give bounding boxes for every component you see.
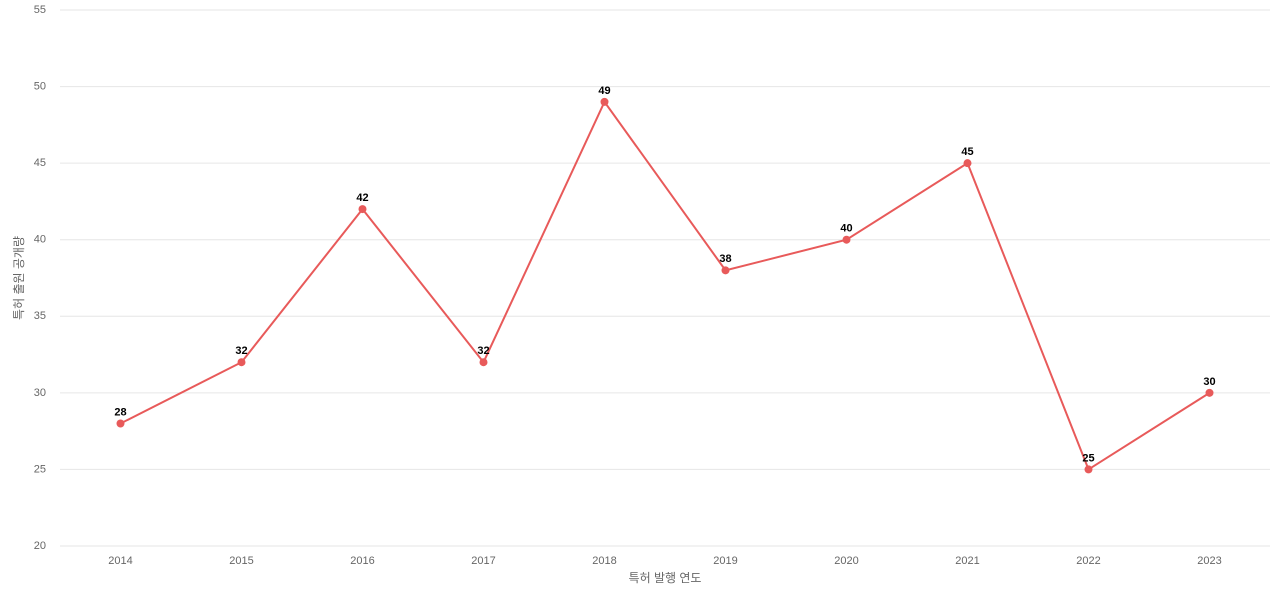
point — [721, 266, 730, 275]
y-axis-title: 특허 출원 공개량 — [12, 236, 26, 320]
y-tick-label: 45 — [34, 157, 46, 169]
x-tick-label: 2021 — [955, 555, 979, 567]
data-label: 42 — [356, 192, 368, 204]
y-tick-label: 30 — [34, 387, 46, 399]
data-label: 38 — [719, 253, 731, 265]
x-tick-label: 2017 — [471, 555, 495, 567]
point — [479, 358, 488, 367]
data-label: 25 — [1082, 452, 1094, 464]
x-tick-label: 2023 — [1197, 555, 1221, 567]
point — [237, 358, 246, 367]
x-tick-label: 2020 — [834, 555, 858, 567]
x-axis-title: 특허 발행 연도 — [629, 570, 702, 585]
point — [1205, 388, 1214, 397]
point — [600, 97, 609, 106]
point — [842, 235, 851, 244]
point — [358, 205, 367, 214]
y-tick-label: 25 — [34, 463, 46, 475]
point — [1084, 465, 1093, 474]
data-label: 32 — [235, 345, 247, 357]
x-tick-label: 2015 — [229, 555, 253, 567]
data-label: 30 — [1203, 376, 1215, 388]
x-tick-label: 2016 — [350, 555, 374, 567]
x-tick-label: 2022 — [1076, 555, 1100, 567]
point — [963, 159, 972, 168]
data-label: 40 — [840, 223, 852, 235]
data-label: 28 — [114, 406, 126, 418]
data-label: 45 — [961, 146, 973, 158]
line — [120, 99, 1211, 471]
y-tick-label: 55 — [34, 4, 46, 16]
x-tick-label: 2014 — [108, 555, 132, 567]
y-tick-label: 20 — [34, 540, 46, 552]
data-label: 49 — [598, 85, 610, 97]
y-tick-label: 50 — [34, 80, 46, 92]
y-tick-label: 35 — [34, 310, 46, 322]
x-tick-label: 2018 — [592, 555, 616, 567]
data-label: 32 — [477, 345, 489, 357]
x-tick-label: 2019 — [713, 555, 737, 567]
y-tick-label: 40 — [34, 234, 46, 246]
point — [116, 419, 125, 428]
